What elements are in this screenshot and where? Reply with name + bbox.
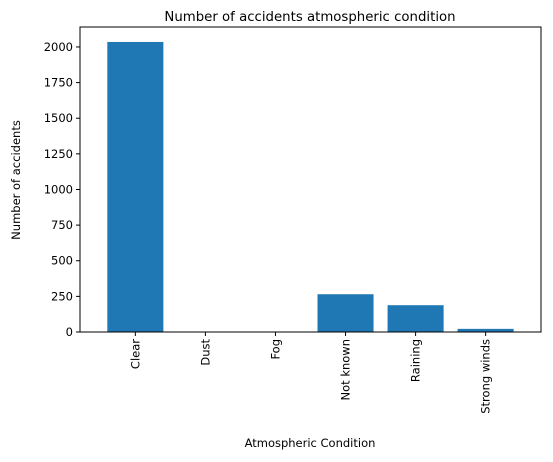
y-tick-label: 250 xyxy=(51,289,73,303)
x-tick-label: Not known xyxy=(339,339,353,400)
plot-frame xyxy=(79,26,542,333)
y-tick-label: 1750 xyxy=(44,76,73,90)
x-axis-label: Atmospheric Condition xyxy=(245,436,376,450)
bar-strong-winds xyxy=(457,328,514,332)
x-tick-label: Fog xyxy=(268,339,282,360)
y-tick-label: 500 xyxy=(51,254,73,268)
x-tick-label: Clear xyxy=(128,339,142,369)
y-tick-label: 1000 xyxy=(44,182,73,196)
y-tick-label: 750 xyxy=(51,218,73,232)
y-axis-ticks: 0 250 500 750 1000 1250 1500 1750 2000 xyxy=(44,40,80,339)
y-tick-label: 2000 xyxy=(44,40,73,54)
bar-not-known xyxy=(317,294,374,332)
y-tick-label: 1250 xyxy=(44,147,73,161)
y-tick-label: 1500 xyxy=(44,111,73,125)
bar-clear xyxy=(107,41,164,332)
y-axis-label: Number of accidents xyxy=(9,120,23,240)
x-tick-label: Raining xyxy=(409,339,423,382)
y-tick-label: 0 xyxy=(66,325,73,339)
bars-group xyxy=(107,41,514,332)
x-tick-label: Strong winds xyxy=(479,339,493,414)
chart-title: Number of accidents atmospheric conditio… xyxy=(164,10,455,25)
x-tick-label: Dust xyxy=(198,339,212,366)
bar-raining xyxy=(387,305,444,332)
x-axis-ticks: Clear Dust Fog Not known Raining Strong winds xyxy=(128,332,493,414)
